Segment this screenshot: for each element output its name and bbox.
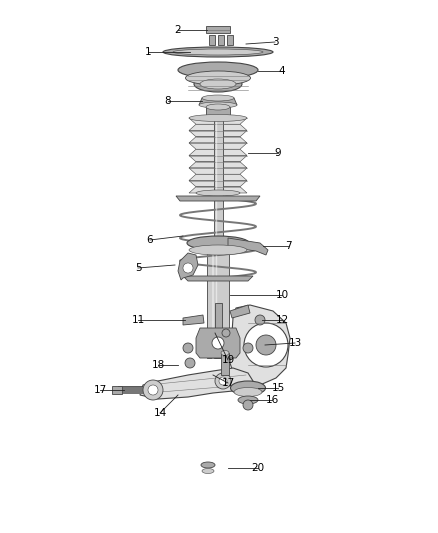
- Ellipse shape: [194, 76, 242, 92]
- Text: 8: 8: [165, 96, 171, 106]
- Circle shape: [183, 343, 193, 353]
- Text: 4: 4: [279, 66, 285, 76]
- Circle shape: [243, 343, 253, 353]
- Ellipse shape: [196, 190, 240, 196]
- Text: 20: 20: [251, 463, 265, 473]
- Text: 1: 1: [145, 47, 151, 57]
- Polygon shape: [140, 368, 253, 399]
- Text: 5: 5: [135, 263, 141, 273]
- Ellipse shape: [200, 79, 236, 89]
- Polygon shape: [189, 118, 247, 124]
- Polygon shape: [176, 196, 260, 201]
- Circle shape: [219, 377, 227, 385]
- Ellipse shape: [178, 62, 258, 78]
- Ellipse shape: [238, 396, 258, 404]
- Polygon shape: [228, 238, 268, 255]
- Polygon shape: [189, 131, 247, 137]
- Text: 18: 18: [152, 360, 165, 370]
- Polygon shape: [189, 181, 247, 187]
- Circle shape: [244, 323, 288, 367]
- Ellipse shape: [206, 104, 230, 110]
- Text: 2: 2: [175, 25, 181, 35]
- Bar: [227, 35, 233, 45]
- Bar: [209, 35, 215, 45]
- Bar: [215, 303, 222, 358]
- Text: 16: 16: [265, 395, 279, 405]
- Ellipse shape: [189, 115, 247, 122]
- Circle shape: [148, 385, 158, 395]
- Text: 17: 17: [93, 385, 106, 395]
- Text: 9: 9: [275, 148, 281, 158]
- Text: 19: 19: [221, 355, 235, 365]
- Polygon shape: [189, 124, 247, 131]
- Bar: [206, 26, 230, 33]
- Circle shape: [212, 337, 224, 349]
- Polygon shape: [199, 98, 237, 105]
- Polygon shape: [178, 253, 198, 280]
- Bar: [218, 35, 224, 45]
- Text: 11: 11: [131, 315, 145, 325]
- Circle shape: [243, 400, 253, 410]
- Ellipse shape: [189, 245, 247, 255]
- Text: 13: 13: [288, 338, 302, 348]
- Polygon shape: [183, 315, 204, 325]
- Polygon shape: [183, 276, 253, 281]
- Polygon shape: [196, 328, 240, 358]
- Bar: [221, 353, 229, 375]
- Polygon shape: [230, 305, 290, 385]
- Circle shape: [256, 335, 276, 355]
- Ellipse shape: [202, 469, 214, 473]
- Polygon shape: [189, 174, 247, 181]
- Polygon shape: [189, 168, 247, 174]
- Polygon shape: [189, 143, 247, 149]
- Circle shape: [143, 380, 163, 400]
- Polygon shape: [189, 137, 247, 143]
- Ellipse shape: [186, 71, 251, 85]
- Circle shape: [255, 315, 265, 325]
- Polygon shape: [189, 187, 247, 193]
- Text: 15: 15: [272, 383, 285, 393]
- Ellipse shape: [201, 462, 215, 468]
- Text: 3: 3: [272, 37, 278, 47]
- Ellipse shape: [234, 387, 262, 397]
- Polygon shape: [230, 305, 250, 318]
- Polygon shape: [189, 156, 247, 161]
- Bar: [207, 253, 229, 358]
- Ellipse shape: [187, 236, 249, 250]
- Circle shape: [183, 263, 193, 273]
- Circle shape: [185, 358, 195, 368]
- Text: 14: 14: [153, 408, 166, 418]
- Polygon shape: [189, 161, 247, 168]
- Text: 7: 7: [285, 241, 291, 251]
- Circle shape: [215, 373, 231, 389]
- Bar: [112, 386, 122, 394]
- Ellipse shape: [173, 49, 263, 55]
- Ellipse shape: [221, 351, 229, 356]
- Polygon shape: [189, 149, 247, 156]
- Ellipse shape: [230, 381, 265, 395]
- Text: 10: 10: [276, 290, 289, 300]
- Circle shape: [222, 329, 230, 337]
- Ellipse shape: [163, 47, 273, 57]
- Bar: [206, 107, 230, 115]
- Ellipse shape: [199, 102, 237, 108]
- Text: 6: 6: [147, 235, 153, 245]
- Text: 12: 12: [276, 315, 289, 325]
- Text: 17: 17: [221, 378, 235, 388]
- Bar: [214, 118, 223, 303]
- Ellipse shape: [202, 95, 234, 101]
